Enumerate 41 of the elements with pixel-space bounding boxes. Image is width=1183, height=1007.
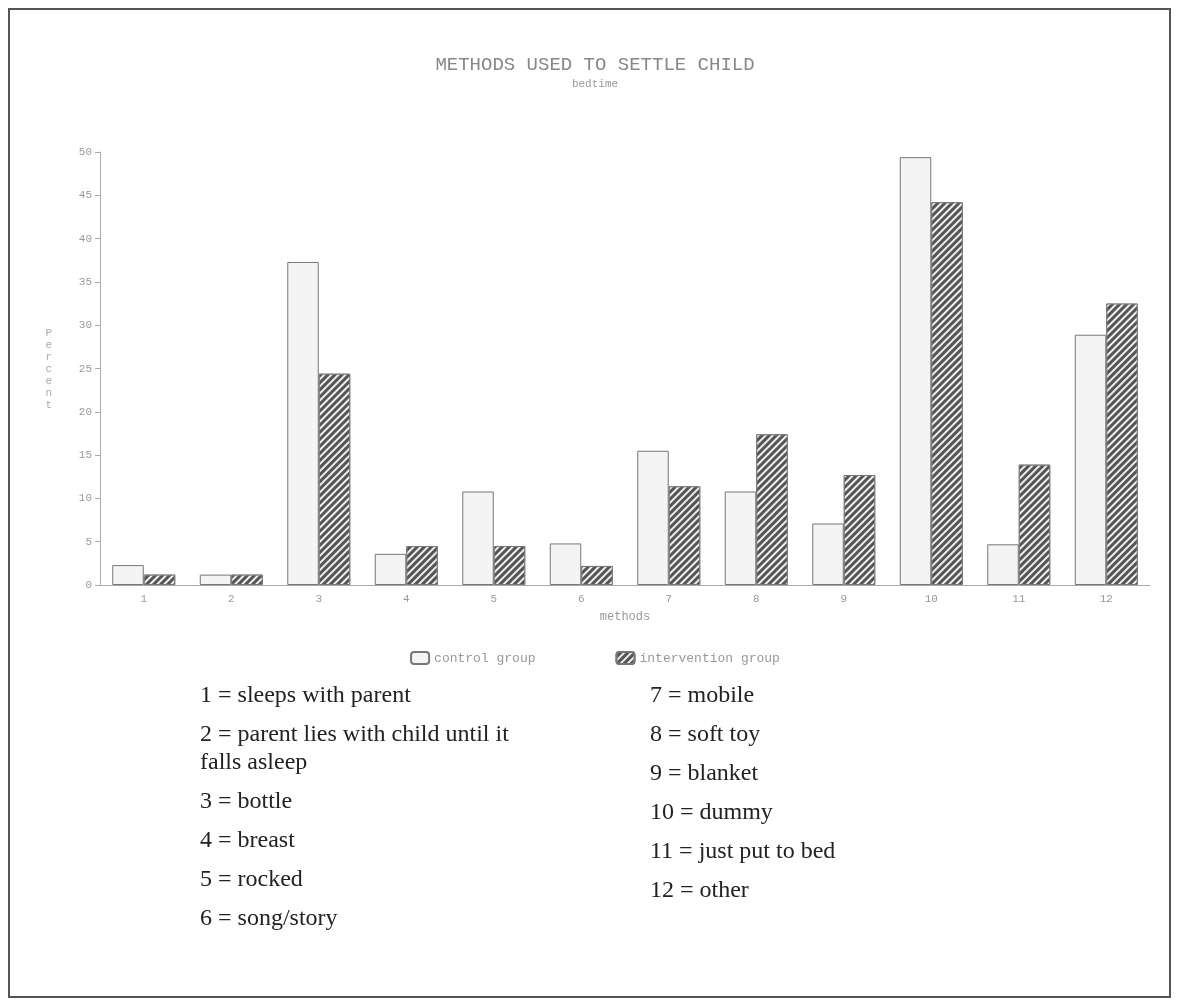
y-tick-label: 40 (78, 232, 92, 245)
x-tick-label: 1 (140, 592, 148, 605)
x-tick-label: 7 (665, 592, 673, 605)
y-tick-label: 45 (78, 189, 92, 202)
x-tick-label: 4 (402, 592, 410, 605)
y-tick-label: 5 (85, 535, 92, 548)
x-tick-label: 11 (1012, 592, 1026, 605)
x-axis-title: methods (599, 610, 651, 624)
x-tick-label: 3 (315, 592, 323, 605)
x-tick-label: 12 (1099, 592, 1113, 605)
text: 12 = other (650, 875, 750, 903)
chart-subtitle: bedtime (571, 77, 619, 90)
x-tick-label: 10 (924, 592, 938, 605)
text: 5 = rocked (200, 864, 304, 892)
y-tick-label: 35 (78, 275, 92, 288)
text: 1 = sleeps with parent (200, 680, 412, 708)
y-tick-label: 15 (78, 449, 92, 462)
text: 10 = dummy (650, 797, 774, 825)
text: 2 = parent lies with child until it falls asleep (200, 719, 510, 775)
x-tick-label: 2 (227, 592, 235, 605)
text: 3 = bottle (200, 786, 294, 814)
text: 8 = soft toy (650, 719, 762, 747)
legend-label: intervention group (639, 650, 780, 666)
text: 6 = song/story (200, 903, 339, 931)
text: 11 = just put to bed (650, 836, 837, 864)
y-tick-label: 10 (78, 492, 92, 505)
y-tick-label: 20 (78, 405, 92, 418)
y-axis-title: Percent (45, 326, 53, 411)
x-tick-label: 6 (577, 592, 585, 605)
x-tick-label: 8 (752, 592, 760, 605)
y-tick-label: 30 (78, 319, 92, 332)
legend-label: control group (434, 650, 536, 666)
y-tick-label: 25 (78, 362, 92, 375)
text: 9 = blanket (650, 758, 760, 786)
chart-title: METHODS USED TO SETTLE CHILD (435, 53, 755, 76)
x-tick-label: 5 (490, 592, 498, 605)
text: 4 = breast (200, 825, 296, 853)
text: 7 = mobile (650, 680, 756, 708)
x-tick-label: 9 (840, 592, 848, 605)
y-tick-label: 0 (85, 579, 92, 591)
y-tick-label: 50 (78, 146, 92, 158)
